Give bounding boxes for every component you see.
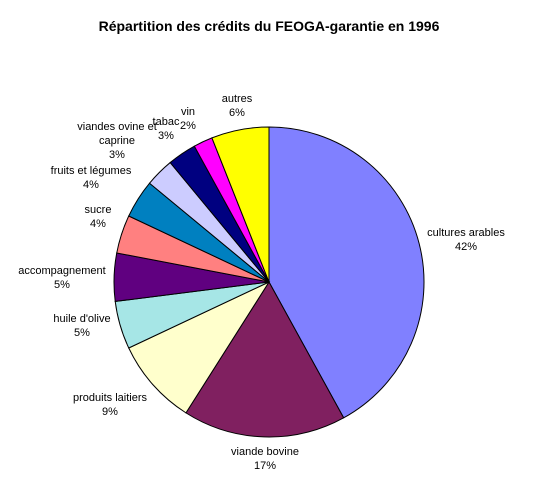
slice-value-label: 5% [74, 327, 90, 339]
slice-label-line: accompagnement [18, 265, 105, 277]
slice-value-label: 9% [102, 406, 118, 418]
slice-value-label: 5% [54, 279, 70, 291]
pie-slice-autres [211, 126, 270, 283]
slice-label-produits-laitiers: produits laitiers 9% [73, 392, 147, 418]
chart-title: Répartition des crédits du FEOGA-garanti… [99, 18, 440, 34]
slice-value-label: 3% [109, 149, 125, 161]
pie-labels: cultures arables 42% viande bovine 17% produ… [18, 93, 505, 472]
pie-slice-produits-laitiers [128, 280, 271, 414]
slice-label-line: fruits et légumes [51, 165, 132, 177]
slice-label-sucre: sucre 4% [85, 204, 112, 230]
slice-label-huile-d-olive: huile d'olive 5% [53, 313, 110, 339]
slice-label-cultures-arables: cultures arables 42% [427, 227, 505, 253]
slice-label-line: produits laitiers [73, 392, 147, 404]
pie-slice-cultures-arables [268, 126, 425, 419]
pie-slice-viande-bovine [185, 281, 345, 438]
slice-value-label: 3% [158, 130, 174, 142]
slice-value-label: 17% [254, 460, 276, 472]
slice-label-line: viandes ovine et [77, 121, 157, 133]
slice-label-line: viande bovine [231, 446, 299, 458]
slice-value-label: 4% [83, 179, 99, 191]
slice-value-label: 4% [90, 218, 106, 230]
slice-label-fruits-et-legumes: fruits et légumes 4% [51, 165, 132, 191]
pie-slices [113, 126, 425, 438]
slice-label-viande-bovine: viande bovine 17% [231, 446, 299, 472]
slice-label-line: autres [222, 93, 253, 105]
slice-label-line: tabac [153, 116, 180, 128]
slice-label-viandes-ovine-et-caprine: viandes ovine et caprine 3% [77, 121, 157, 161]
slice-label-line: vin [181, 106, 195, 118]
slice-value-label: 42% [455, 241, 477, 253]
slice-label-accompagnement: accompagnement 5% [18, 265, 105, 291]
slice-label-autres: autres 6% [222, 93, 253, 119]
slice-label-line: caprine [99, 135, 135, 147]
slice-label-line: cultures arables [427, 227, 505, 239]
slice-label-line: sucre [85, 204, 112, 216]
slice-label-tabac: tabac 3% [153, 116, 180, 142]
slice-label-vin: vin 2% [180, 106, 196, 132]
slice-value-label: 2% [180, 120, 196, 132]
slice-value-label: 6% [229, 107, 245, 119]
slice-label-line: huile d'olive [53, 313, 110, 325]
